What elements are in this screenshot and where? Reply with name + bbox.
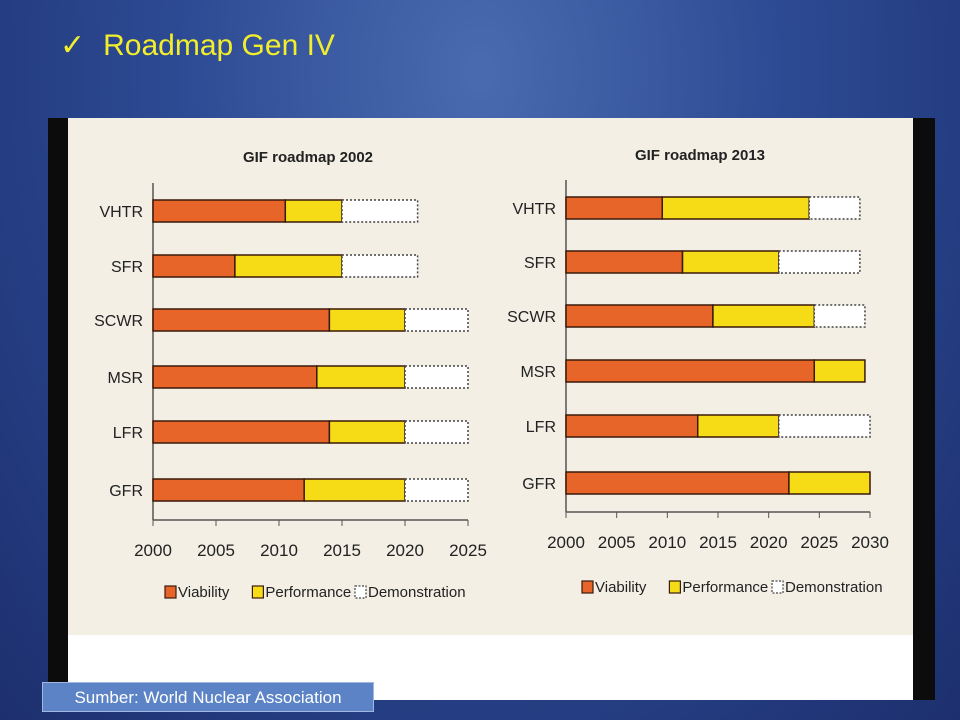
bar-viability-lfr [152,420,331,444]
bar-demonstration-vhtr [808,196,861,220]
bar-performance-lfr [696,414,780,438]
x-tick-label: 2025 [449,541,487,560]
bar-demonstration-gfr [404,478,469,502]
legend-label: Viability [595,579,647,596]
category-label: LFR [526,419,556,436]
bar-performance-scwr [328,308,406,332]
x-tick-label: 2005 [197,541,235,560]
bar-viability-vhtr [152,199,287,223]
legend-swatch-viability [164,585,177,599]
x-tick-label: 2030 [851,533,889,552]
x-tick-label: 2010 [648,533,686,552]
bar-viability-gfr [565,471,790,495]
legend-label: Demonstration [368,584,466,601]
x-tick-label: 2000 [547,533,585,552]
x-tick-label: 2010 [260,541,298,560]
check-icon: ✓ [60,29,86,62]
x-tick-label: 2020 [750,533,788,552]
category-label: SCWR [507,309,556,326]
bar-viability-msr [152,365,318,389]
bar-viability-sfr [152,254,236,278]
legend-label: Demonstration [785,579,883,596]
legend-label: Performance [682,579,768,596]
chart-title: GIF roadmap 2002 [243,149,373,166]
bar-performance-sfr [234,254,343,278]
slide-title-text: Roadmap Gen IV [103,28,335,62]
x-tick-label: 2025 [800,533,838,552]
bar-viability-msr [565,359,816,383]
legend-swatch-demonstration [354,585,367,599]
bar-demonstration-lfr [404,420,469,444]
slide-title: ✓ Roadmap Gen IV [60,28,335,63]
bar-demonstration-lfr [778,414,871,438]
x-tick-label: 2020 [386,541,424,560]
x-tick-label: 2005 [598,533,636,552]
category-label: VHTR [512,201,556,218]
category-label: SFR [111,259,143,276]
category-label: VHTR [99,204,143,221]
category-label: GFR [109,483,143,500]
bar-performance-gfr [788,471,871,495]
bar-viability-vhtr [565,196,664,220]
bar-viability-scwr [152,308,331,332]
category-label: GFR [522,476,556,493]
bar-performance-gfr [303,478,406,502]
bar-performance-lfr [328,420,406,444]
legend-swatch-demonstration [771,580,784,594]
bar-viability-lfr [565,414,699,438]
category-label: SFR [524,255,556,272]
bar-performance-sfr [681,250,780,274]
x-tick-label: 2015 [323,541,361,560]
bar-viability-scwr [565,304,714,328]
legend-swatch-performance [251,585,264,599]
legend-label: Viability [178,584,230,601]
category-label: SCWR [94,313,143,330]
bar-performance-msr [813,359,866,383]
bar-performance-vhtr [284,199,343,223]
bar-demonstration-sfr [778,250,861,274]
legend-label: Performance [265,584,351,601]
bar-performance-vhtr [661,196,810,220]
bar-demonstration-scwr [813,304,866,328]
source-label: Sumber: World Nuclear Association [42,682,374,712]
bar-viability-sfr [565,250,684,274]
category-label: LFR [113,425,143,442]
bar-performance-scwr [712,304,816,328]
category-label: MSR [520,364,556,381]
bar-demonstration-vhtr [341,199,419,223]
bar-demonstration-scwr [404,308,469,332]
x-tick-label: 2000 [134,541,172,560]
bar-demonstration-msr [404,365,469,389]
chart-title: GIF roadmap 2013 [635,147,765,164]
x-tick-label: 2015 [699,533,737,552]
legend-swatch-viability [581,580,594,594]
bar-performance-msr [316,365,406,389]
photo-edge-left [48,118,68,700]
photo-edge-right [913,118,935,700]
legend-swatch-performance [668,580,682,594]
category-label: MSR [107,370,143,387]
bar-demonstration-sfr [341,254,419,278]
bar-viability-gfr [152,478,305,502]
